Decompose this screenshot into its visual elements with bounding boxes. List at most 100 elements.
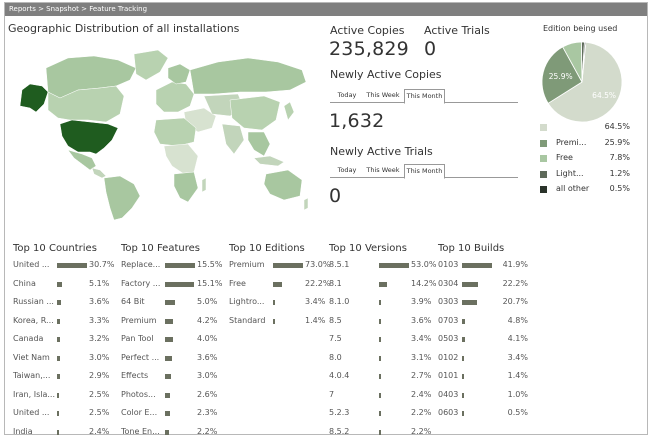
map-region-africa-central[interactable]: [163, 143, 199, 175]
map-region-usa[interactable]: [59, 119, 119, 155]
legend-item[interactable]: all other 0.5%: [538, 184, 630, 196]
map-region-indonesia[interactable]: [253, 155, 285, 167]
top-list-item-name: 0403: [438, 389, 459, 399]
pie-slice[interactable]: [541, 46, 583, 104]
top-list-row[interactable]: Replace... 15.5%: [121, 260, 222, 272]
top-list-row[interactable]: Lightro... 3.4%: [229, 297, 325, 309]
top-list-row[interactable]: 0304 22.2%: [438, 279, 530, 291]
top-list-row[interactable]: 8.5.1 53.0%: [329, 260, 436, 272]
legend-swatch: [540, 155, 547, 162]
top-list-row[interactable]: 7 2.4%: [329, 390, 431, 402]
top-list-bar: [165, 337, 173, 342]
tab-this-month[interactable]: This Month: [404, 89, 445, 104]
top-list-row[interactable]: Pan Tool 4.0%: [121, 334, 217, 346]
map-region-madagascar[interactable]: [201, 177, 207, 193]
top-list-bar: [273, 281, 283, 287]
map-region-russia[interactable]: [189, 57, 307, 95]
legend-item[interactable]: Premi... 25.9%: [538, 138, 630, 150]
top-list-row[interactable]: 64 Bit 5.0%: [121, 297, 217, 309]
top-list-row[interactable]: 0102 3.4%: [438, 353, 530, 365]
breadcrumb[interactable]: Reports > Snapshot > Feature Tracking: [5, 3, 647, 16]
map-region-new-zealand[interactable]: [303, 197, 309, 211]
top-list-row[interactable]: 8.5 3.6%: [329, 316, 431, 328]
top-list-row[interactable]: 0103 41.9%: [438, 260, 530, 272]
top-list-item-value: 1.0%: [507, 389, 528, 399]
newly-active-trials-value: 0: [329, 185, 342, 207]
top-list-row[interactable]: 0703 4.8%: [438, 316, 530, 328]
map-region-australia[interactable]: [263, 169, 303, 201]
top-list-row[interactable]: 0303 20.7%: [438, 297, 530, 309]
top-list-row[interactable]: 7.5 3.4%: [329, 334, 431, 346]
top-list-bar: [165, 318, 174, 324]
top-list-row[interactable]: China 5.1%: [13, 278, 110, 291]
top-list-row[interactable]: United ... 30.7%: [13, 260, 114, 272]
map-region-china[interactable]: [229, 95, 281, 131]
pie-slice[interactable]: [547, 41, 623, 123]
top-list-row[interactable]: 4.0.4 2.7%: [329, 371, 431, 383]
map-region-japan[interactable]: [283, 101, 295, 121]
breadcrumb-text[interactable]: Reports > Snapshot > Feature Tracking: [9, 5, 148, 13]
top-list-row[interactable]: Viet Nam 3.0%: [13, 353, 109, 365]
top-list-row[interactable]: 8.0 3.1%: [329, 353, 431, 365]
map-region-mexico[interactable]: [67, 149, 97, 171]
map-region-central-america[interactable]: [91, 167, 107, 179]
map-region-scandinavia[interactable]: [167, 63, 191, 85]
tab-today[interactable]: Today: [337, 91, 357, 99]
map-region-canada[interactable]: [47, 85, 125, 123]
map-region-southeast-asia[interactable]: [247, 131, 271, 157]
top-list-row[interactable]: 0403 1.0%: [438, 390, 530, 402]
top-list-item-value: 14.2%: [411, 279, 436, 288]
top-list-item-value: 5.1%: [89, 278, 110, 288]
top-list-row[interactable]: United ... 2.5%: [13, 408, 109, 420]
top-list-bar: [165, 374, 171, 379]
top-list-row[interactable]: 5.2.3 2.2%: [329, 408, 431, 420]
top-list-row[interactable]: Taiwan,... 2.9%: [13, 371, 109, 383]
map-region-alaska[interactable]: [19, 83, 49, 113]
top-list-row[interactable]: Perfect ... 3.6%: [121, 353, 217, 365]
top-list-row[interactable]: Premium 73.0%: [229, 260, 330, 272]
legend-item[interactable]: Light... 1.2%: [538, 169, 630, 181]
top-list-row[interactable]: Russian ... 3.6%: [13, 297, 110, 309]
legend-name: Premi...: [556, 137, 587, 147]
newly-active-trials-tabs: Today This Week This Month: [330, 164, 518, 179]
top-list-row[interactable]: Factory ... 15.1%: [121, 279, 222, 291]
tab-this-week[interactable]: This Week: [366, 166, 400, 174]
map-region-africa-south[interactable]: [173, 171, 199, 203]
edition-pie-chart[interactable]: 64.5% 25.9%: [540, 40, 624, 124]
top-list-item-name: 7.5: [329, 334, 342, 343]
top-list-item-value: 3.6%: [89, 297, 110, 306]
top-list-row[interactable]: Iran, Isla... 2.5%: [13, 389, 109, 402]
legend-item[interactable]: Free 7.8%: [538, 153, 630, 165]
top-list-row[interactable]: 0503 4.1%: [438, 334, 530, 346]
top-list-item-value: 3.0%: [197, 371, 218, 380]
top-list-item-value: 3.1%: [411, 353, 431, 362]
pie-slice[interactable]: [581, 41, 587, 83]
top-list-row[interactable]: Photos... 2.6%: [121, 390, 217, 402]
tab-today[interactable]: Today: [337, 166, 357, 174]
top-list-row[interactable]: Effects 3.0%: [121, 371, 218, 383]
top-list-row[interactable]: 0101 1.4%: [438, 371, 530, 383]
tab-this-week[interactable]: This Week: [366, 91, 400, 99]
top-list-row[interactable]: India 2.4%: [13, 427, 109, 439]
top-list-row[interactable]: Color E... 2.3%: [121, 408, 217, 420]
legend-item[interactable]: 64.5%: [538, 122, 630, 134]
map-region-europe[interactable]: [155, 81, 195, 113]
top-list-item-name: Iran, Isla...: [13, 389, 55, 399]
top-list-row[interactable]: Free 22.2%: [229, 279, 330, 291]
top-list-row[interactable]: Tone En... 2.2%: [121, 427, 217, 439]
world-map[interactable]: [8, 40, 310, 220]
top-list-row[interactable]: 8.1.0 3.9%: [329, 297, 431, 309]
map-region-india[interactable]: [221, 123, 245, 155]
top-list-item-value: 2.7%: [411, 371, 431, 380]
top-list-row[interactable]: Korea, R... 3.3%: [13, 316, 109, 328]
top-list-row[interactable]: 0603 0.5%: [438, 408, 530, 420]
top-list-row[interactable]: Standard 1.4%: [229, 316, 325, 328]
map-region-south-america[interactable]: [103, 175, 141, 220]
top-list-row[interactable]: 8.1 14.2%: [329, 279, 436, 291]
map-region-greenland[interactable]: [133, 49, 169, 81]
top-list-item-value: 4.8%: [507, 315, 528, 325]
top-list-row[interactable]: Canada 3.2%: [13, 334, 109, 346]
tab-this-month[interactable]: This Month: [404, 164, 445, 179]
top-list-row[interactable]: Premium 4.2%: [121, 316, 217, 328]
top-list-row[interactable]: 8.5.2 2.2%: [329, 427, 431, 439]
